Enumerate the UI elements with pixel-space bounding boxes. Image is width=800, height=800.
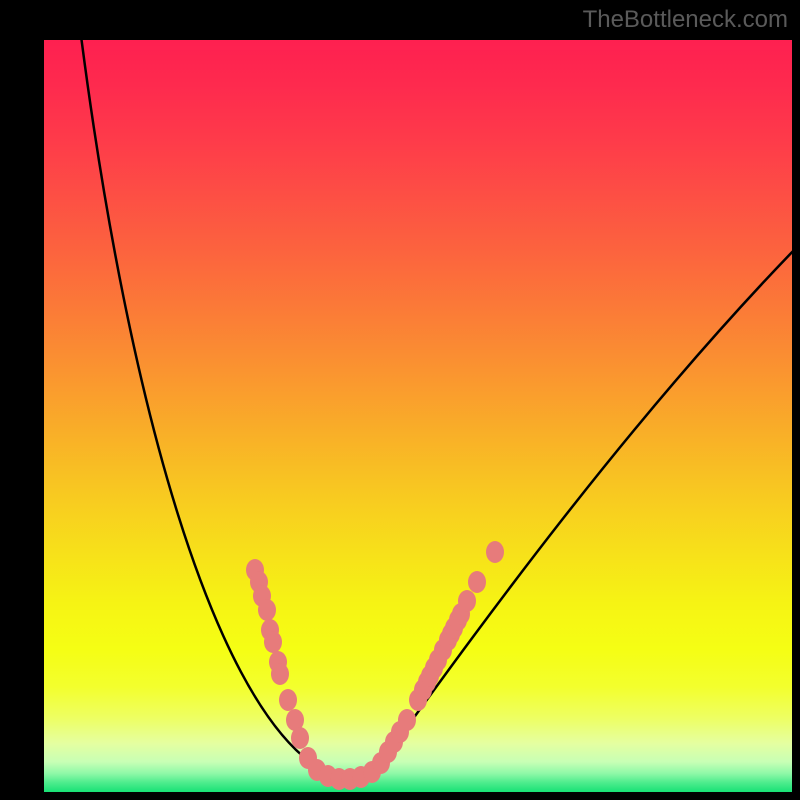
dot-right [425, 657, 443, 679]
dot-left [264, 631, 282, 653]
dot-left [271, 663, 289, 685]
dot-right [439, 629, 457, 651]
data-dots [246, 541, 504, 790]
dot-right [458, 590, 476, 612]
chart-svg [0, 0, 800, 800]
dot-bottom [319, 765, 337, 787]
dot-right [449, 609, 467, 631]
dot-left [250, 571, 268, 593]
dot-left [291, 727, 309, 749]
plot-background [44, 40, 792, 792]
dot-left [253, 585, 271, 607]
dot-left [258, 599, 276, 621]
dot-bottom [372, 752, 390, 774]
watermark-text: TheBottleneck.com [583, 6, 788, 34]
dot-right [398, 709, 416, 731]
dot-right [418, 671, 436, 693]
dot-right [414, 679, 432, 701]
dot-right [391, 721, 409, 743]
bottleneck-curve [80, 28, 796, 775]
dot-bottom [341, 768, 359, 790]
dot-right [421, 665, 439, 687]
dot-right [434, 639, 452, 661]
dot-left [269, 651, 287, 673]
dot-left [279, 689, 297, 711]
dot-right [452, 603, 470, 625]
dot-right [445, 617, 463, 639]
chart-container: TheBottleneck.com [0, 0, 800, 800]
dot-right [409, 689, 427, 711]
dot-right [429, 649, 447, 671]
dot-bottom [330, 768, 348, 790]
dot-left [299, 747, 317, 769]
dot-right [468, 571, 486, 593]
dot-bottom [352, 766, 370, 788]
dot-left [286, 709, 304, 731]
dot-bottom [363, 761, 381, 783]
dot-right [442, 623, 460, 645]
dot-bottom [308, 759, 326, 781]
dot-right [379, 741, 397, 763]
dot-right [486, 541, 504, 563]
dot-left [246, 559, 264, 581]
dot-right [385, 731, 403, 753]
dot-left [261, 619, 279, 641]
